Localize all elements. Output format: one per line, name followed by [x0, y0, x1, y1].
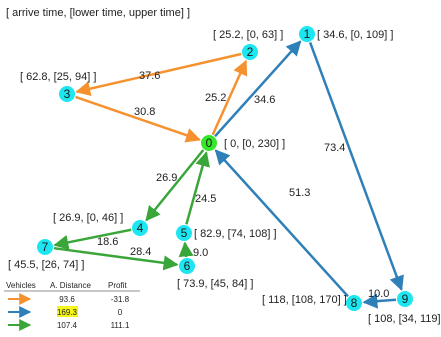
edge-7-to-6 — [53, 246, 179, 271]
edge-0-to-2 — [211, 59, 248, 136]
legend-distance-value: 169.3 — [57, 308, 78, 317]
node-time-window-label: [ 0, [0, 230] ] — [224, 138, 285, 150]
edge-distance-label: 73.4 — [324, 142, 345, 154]
edge-3-to-0 — [75, 95, 201, 143]
node-id-label: 1 — [304, 27, 311, 41]
edge-distance-label: 24.5 — [195, 193, 216, 205]
edge-8-to-0 — [214, 149, 349, 298]
nodes-layer: 0 [ 0, [0, 230] ] 1 [ 34.6, [0, 109] ] 2 [ 25… — [8, 26, 441, 325]
node-id-label: 5 — [181, 226, 188, 240]
legend-header-distance: A. Distance — [50, 281, 91, 290]
node-id-label: 4 — [137, 221, 144, 235]
node-id-label: 7 — [42, 240, 49, 254]
node-id-label: 0 — [206, 136, 213, 150]
customer-node-6 — [179, 258, 195, 274]
customer-node-5 — [176, 225, 192, 241]
edge-distance-label: 51.3 — [289, 187, 310, 199]
node-id-label: 9 — [402, 292, 409, 306]
vehicle-legend-table: Vehicles A. Distance Profit 93.6 -31.8 169… — [4, 281, 140, 331]
edge-9-to-8 — [362, 293, 397, 309]
edge-distance-label: 9.0 — [193, 247, 208, 259]
node-time-window-label: [ 34.6, [0, 109] ] — [317, 29, 393, 41]
header-note: [ arrive time, [lower time, upper time] … — [6, 7, 190, 19]
legend-profit-value: 0 — [118, 308, 123, 317]
customer-node-8 — [346, 295, 362, 311]
legend-header-vehicles: Vehicles — [6, 281, 36, 290]
node-id-label: 6 — [184, 259, 191, 273]
legend-rows: 93.6 -31.8 169.3 0 107.4 111.1 — [8, 293, 130, 331]
node-time-window-label: [ 25.2, [0, 63] ] — [213, 29, 283, 41]
edge-5-to-0 — [185, 151, 210, 225]
customer-node-1 — [299, 26, 315, 42]
node-id-label: 2 — [247, 45, 254, 59]
customer-node-9 — [397, 291, 413, 307]
edge-distance-label: 30.8 — [134, 106, 155, 118]
edge-distance-label: 10.0 — [368, 288, 389, 300]
legend-distance-value: 107.4 — [57, 321, 78, 330]
edge-2-to-3 — [75, 52, 242, 97]
depot-node-0 — [201, 135, 217, 151]
node-time-window-label: [ 73.9, [45, 84] ] — [177, 278, 253, 290]
edge-1-to-9 — [308, 42, 404, 292]
edge-distance-label: 34.6 — [254, 94, 275, 106]
edge-distance-label: 25.2 — [205, 92, 226, 104]
node-time-window-label: [ 118, [108, 170] ] — [262, 294, 347, 306]
edge-distance-label: 18.6 — [97, 236, 118, 248]
edge-distance-label: 37.6 — [139, 70, 160, 82]
legend-header-profit: Profit — [108, 281, 127, 290]
edges-layer: 25.2 37.6 30.8 34.6 73.4 10.0 51.3 26.9 18.6 28.4… — [53, 40, 404, 309]
edge-0-to-1 — [214, 40, 302, 138]
edge-4-to-7 — [53, 228, 132, 250]
customer-node-7 — [37, 239, 53, 255]
node-time-window-label: [ 45.5, [26, 74] ] — [8, 259, 84, 271]
legend-profit-value: -31.8 — [111, 295, 130, 304]
edge-distance-label: 28.4 — [130, 246, 151, 258]
node-id-label: 3 — [64, 87, 71, 101]
legend-distance-value: 93.6 — [59, 295, 75, 304]
customer-node-4 — [132, 220, 148, 236]
node-time-window-label: [ 62.8, [25, 94] ] — [20, 71, 96, 83]
node-time-window-label: [ 82.9, [74, 108] ] — [194, 228, 277, 240]
legend-profit-value: 111.1 — [111, 321, 130, 330]
node-id-label: 8 — [351, 296, 358, 310]
edge-6-to-5 — [178, 241, 194, 258]
customer-node-3 — [59, 86, 75, 102]
legend-distance-highlight — [57, 306, 78, 317]
node-time-window-label: [ 108, [34, 119] — [368, 313, 441, 325]
node-time-window-label: [ 26.9, [0, 46] ] — [53, 212, 123, 224]
edge-distance-label: 26.9 — [156, 172, 177, 184]
edge-0-to-4 — [145, 149, 205, 222]
customer-node-2 — [242, 44, 258, 60]
